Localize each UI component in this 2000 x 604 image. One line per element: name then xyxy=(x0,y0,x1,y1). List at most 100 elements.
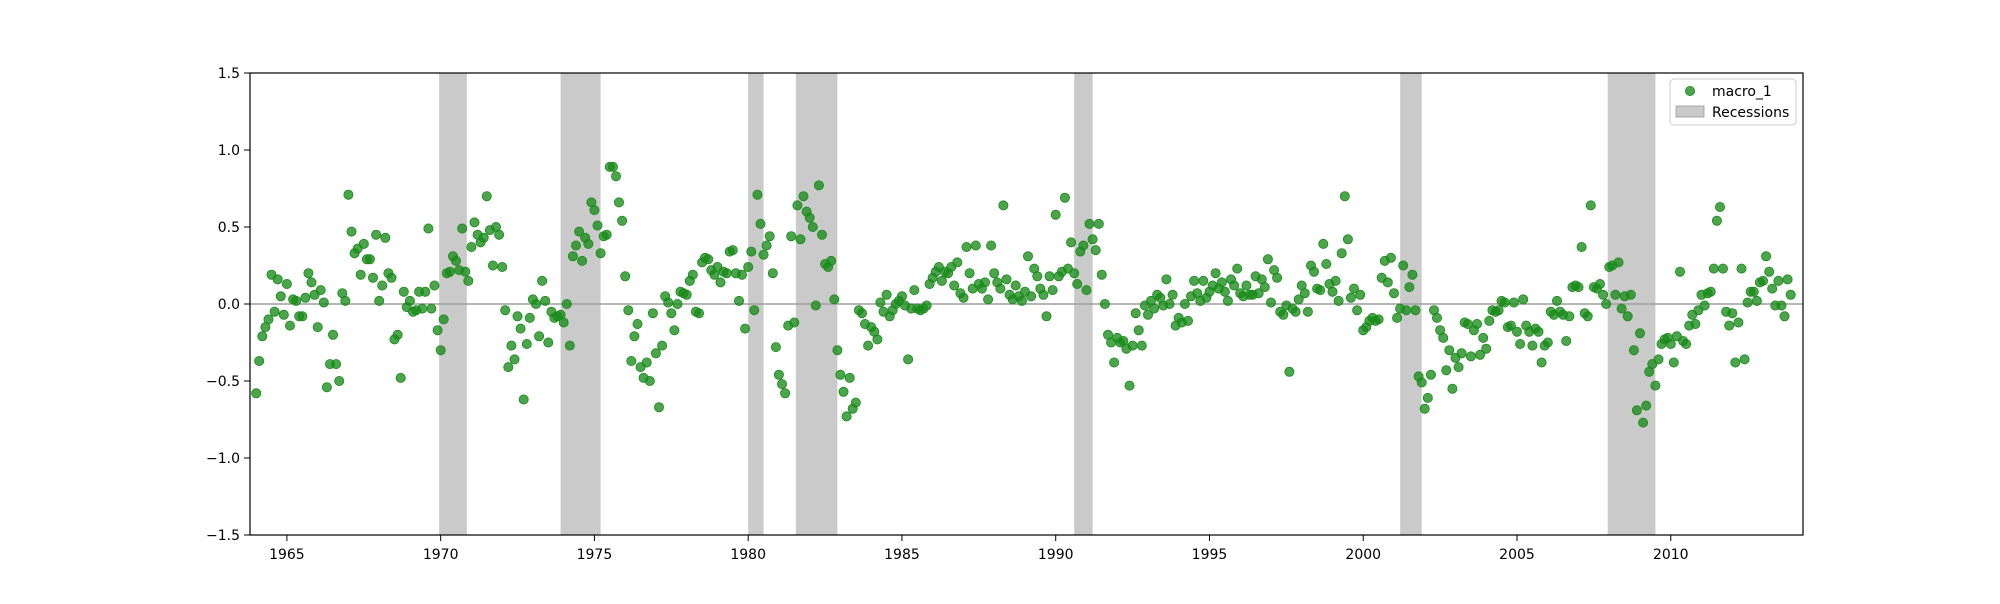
data-point xyxy=(1001,274,1012,285)
data-points xyxy=(251,161,1796,428)
data-point xyxy=(571,240,582,251)
data-point xyxy=(500,305,511,316)
data-point xyxy=(463,275,474,286)
data-point xyxy=(577,255,588,266)
data-point xyxy=(1751,295,1762,306)
data-point xyxy=(1456,348,1467,359)
data-point xyxy=(386,272,397,283)
data-point xyxy=(1484,315,1495,326)
data-point xyxy=(1444,345,1455,356)
data-point xyxy=(767,268,778,279)
data-point xyxy=(281,278,292,289)
data-point xyxy=(881,289,892,300)
data-point xyxy=(1321,258,1332,269)
data-point xyxy=(657,340,668,351)
y-tick-label: −0.5 xyxy=(206,374,240,390)
data-point xyxy=(1512,326,1523,337)
data-point xyxy=(1767,283,1778,294)
data-point xyxy=(457,223,468,234)
data-point xyxy=(786,231,797,242)
data-point xyxy=(1407,269,1418,280)
data-point xyxy=(1382,277,1393,288)
data-point xyxy=(540,295,551,306)
data-point xyxy=(773,369,784,380)
data-point xyxy=(512,311,523,322)
data-point xyxy=(669,325,680,336)
data-point xyxy=(1278,309,1289,320)
x-tick-label: 1995 xyxy=(1192,547,1228,563)
data-point xyxy=(1066,237,1077,248)
x-tick-label: 2010 xyxy=(1653,547,1689,563)
data-point xyxy=(589,205,600,216)
data-point xyxy=(371,229,382,240)
data-point xyxy=(752,189,763,200)
data-point xyxy=(1164,298,1175,309)
data-point xyxy=(961,241,972,252)
data-point xyxy=(727,245,738,256)
data-point xyxy=(1518,294,1529,305)
data-point xyxy=(531,298,542,309)
data-point xyxy=(318,297,329,308)
data-point xyxy=(897,291,908,302)
data-point xyxy=(1096,269,1107,280)
data-point xyxy=(358,238,369,249)
data-point xyxy=(1616,303,1627,314)
data-point xyxy=(835,369,846,380)
legend-label-macro-1: macro_1 xyxy=(1712,84,1772,100)
data-point xyxy=(1764,266,1775,277)
data-point xyxy=(903,354,914,365)
data-point xyxy=(1582,311,1593,322)
data-point xyxy=(1167,289,1178,300)
data-point xyxy=(1742,297,1753,308)
data-point xyxy=(321,382,332,393)
data-point xyxy=(1124,380,1135,391)
data-point xyxy=(632,318,643,329)
data-point xyxy=(1681,338,1692,349)
data-point xyxy=(1336,248,1347,259)
data-point xyxy=(1130,308,1141,319)
data-point xyxy=(986,240,997,251)
data-point xyxy=(1109,357,1120,368)
data-point xyxy=(251,388,262,399)
data-point xyxy=(1262,254,1273,265)
data-point xyxy=(1050,209,1061,220)
data-point xyxy=(1044,271,1055,282)
data-point xyxy=(1776,300,1787,311)
data-point xyxy=(1392,312,1403,323)
data-point xyxy=(374,295,385,306)
data-point xyxy=(331,359,342,370)
data-point xyxy=(1533,326,1544,337)
data-point xyxy=(395,372,406,383)
y-axis: −1.5 −1.0 −0.5 0.0 0.5 1.0 1.5 xyxy=(206,66,250,544)
data-point xyxy=(478,232,489,243)
data-point xyxy=(1505,320,1516,331)
data-point xyxy=(583,238,594,249)
data-point xyxy=(343,189,354,200)
data-point xyxy=(392,329,403,340)
data-point xyxy=(1472,318,1483,329)
data-point xyxy=(1084,218,1095,229)
data-point xyxy=(1782,274,1793,285)
data-point xyxy=(494,229,505,240)
data-point xyxy=(641,357,652,368)
data-point xyxy=(1099,298,1110,309)
data-point xyxy=(921,300,932,311)
y-tick-label: −1.5 xyxy=(206,528,240,544)
data-point xyxy=(1730,357,1741,368)
data-point xyxy=(737,269,748,280)
data-point xyxy=(460,266,471,277)
data-point xyxy=(1758,275,1769,286)
data-point xyxy=(1425,369,1436,380)
data-point xyxy=(1210,268,1221,279)
data-point xyxy=(872,334,883,345)
data-point xyxy=(970,240,981,251)
data-point xyxy=(626,355,637,366)
data-point xyxy=(444,266,455,277)
data-point xyxy=(1675,266,1686,277)
data-point xyxy=(1179,298,1190,309)
data-point xyxy=(629,331,640,342)
data-point xyxy=(574,226,585,237)
data-point xyxy=(429,280,440,291)
data-point xyxy=(1309,266,1320,277)
data-point xyxy=(1481,343,1492,354)
